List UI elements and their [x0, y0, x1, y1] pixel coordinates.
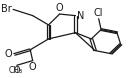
Text: N: N: [77, 11, 85, 21]
Text: O: O: [29, 62, 36, 72]
Text: O: O: [5, 49, 13, 59]
Text: O: O: [13, 66, 20, 75]
Text: O: O: [56, 3, 63, 13]
Text: Br: Br: [1, 4, 12, 14]
Text: CH₃: CH₃: [8, 66, 23, 75]
Text: Cl: Cl: [94, 8, 103, 18]
